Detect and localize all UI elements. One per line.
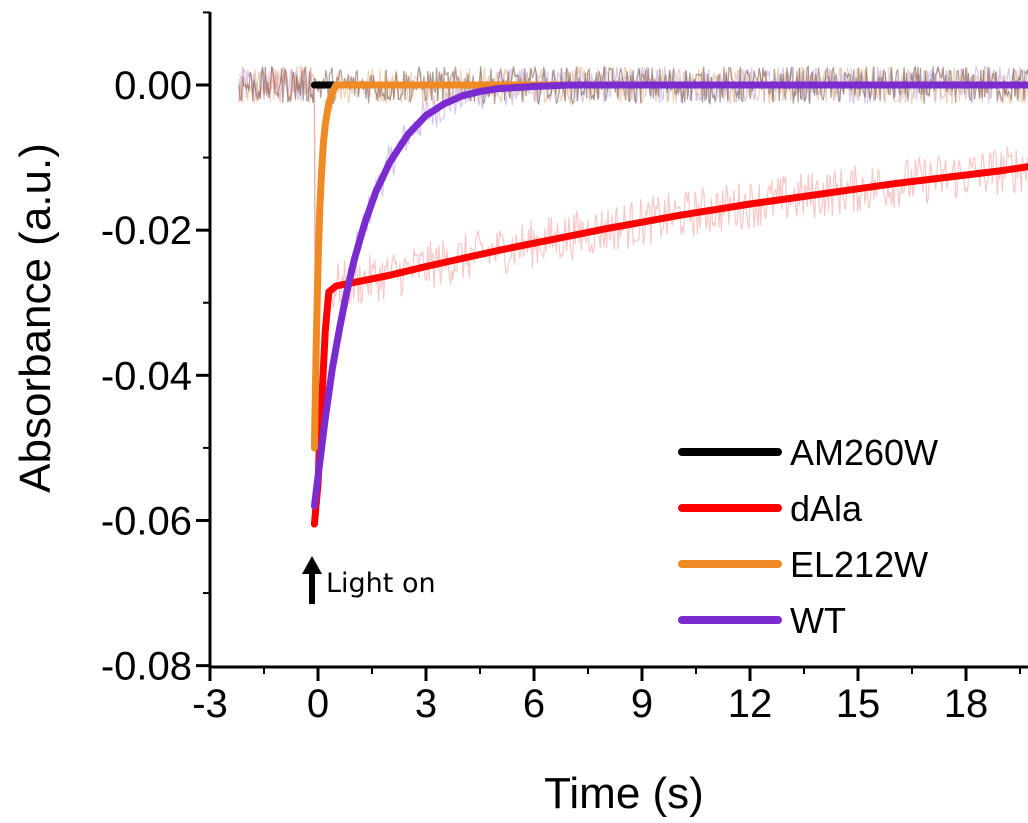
legend-label: AM260W [790, 432, 938, 473]
x-tick-label: 15 [836, 682, 881, 726]
legend-label: EL212W [790, 544, 928, 585]
x-tick-label: 3 [415, 682, 437, 726]
fitted-curves [310, 81, 1028, 528]
series-line-dala [310, 163, 1028, 528]
legend-label: WT [790, 600, 846, 641]
x-tick-label: 0 [307, 682, 329, 726]
y-tick-label: -0.08 [101, 645, 192, 689]
y-tick-label: -0.02 [101, 209, 192, 253]
light-on-annotation: Light on [302, 556, 436, 604]
x-tick-label: 6 [523, 682, 545, 726]
legend-label: dAla [790, 488, 863, 529]
x-tick-label: 9 [631, 682, 653, 726]
x-tick-label: -3 [192, 682, 228, 726]
x-axis-title: Time (s) [544, 769, 704, 818]
axes [196, 11, 1028, 681]
x-tick-label: 18 [944, 682, 989, 726]
x-tick-label: 12 [728, 682, 773, 726]
y-tick-label: 0.00 [114, 64, 192, 108]
arrow-head [302, 556, 322, 574]
series-line-wt [310, 81, 1028, 510]
tick-labels: -3 0 3 6 9 12 15 18 0.00 -0.02 -0.04 -0.06 -0.08 [101, 64, 988, 726]
y-tick-label: -0.06 [101, 499, 192, 543]
noise-trace-el212w [238, 66, 1028, 362]
series-line-el212w [310, 81, 1028, 452]
noise-trace-am260w [238, 65, 1028, 106]
legend: AM260W dAla EL212W WT [678, 432, 938, 641]
y-tick-label: -0.04 [101, 354, 192, 398]
y-axis-title: Absorbance (a.u.) [11, 143, 60, 493]
light-on-label: Light on [326, 568, 436, 599]
